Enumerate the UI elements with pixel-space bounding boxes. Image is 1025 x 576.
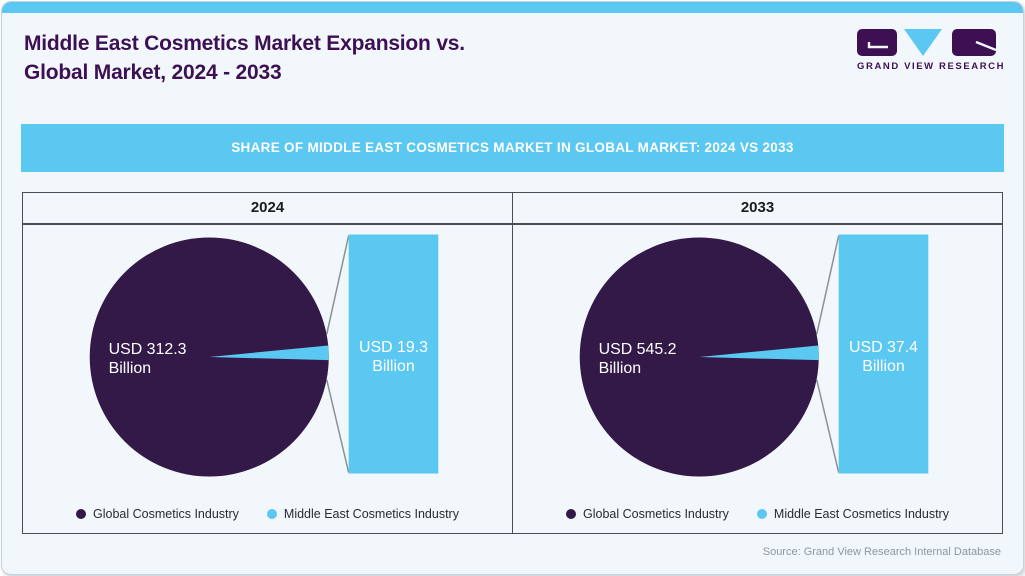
pie-value-label-line2: Billion xyxy=(109,360,151,377)
callout-bar-middle-east xyxy=(348,234,439,474)
legend-item-global: Global Cosmetics Industry xyxy=(76,507,239,521)
callout-line-top xyxy=(816,235,840,335)
legend-label-middle-east: Middle East Cosmetics Industry xyxy=(773,507,949,521)
legend-label-global: Global Cosmetics Industry xyxy=(93,507,239,521)
chart-panel-2033: USD 545.2 Billion USD 37.4 Billion Globa… xyxy=(512,225,1002,533)
logo-r-block xyxy=(952,29,996,56)
top-accent-strip xyxy=(2,2,1023,13)
legend-swatch-middle-east-icon xyxy=(266,509,277,519)
logo-wordmark: GRAND VIEW RESEARCH xyxy=(857,61,1006,72)
subtitle-banner: SHARE OF MIDDLE EAST COSMETICS MARKET IN… xyxy=(21,124,1004,172)
callout-line-top xyxy=(326,235,350,335)
comparison-table: 2024 2033 USD 312.3 Billion USD 19.3 Bil… xyxy=(22,192,1003,534)
logo-r-glyph xyxy=(975,40,997,52)
logo-g-glyph xyxy=(867,42,888,49)
legend-item-middle-east: Middle East Cosmetics Industry xyxy=(266,507,459,521)
legend-label-global: Global Cosmetics Industry xyxy=(583,507,729,521)
legend-swatch-middle-east-icon xyxy=(756,509,767,519)
callout-line-bottom xyxy=(816,379,840,473)
legend-swatch-global-icon xyxy=(76,509,87,519)
title-line-1: Middle East Cosmetics Market Expansion v… xyxy=(24,32,465,55)
logo-g-block xyxy=(857,29,897,56)
pie-slice-global xyxy=(579,237,819,477)
logo-v-icon xyxy=(904,29,942,56)
bar-of-pie-chart-2033: USD 545.2 Billion USD 37.4 Billion xyxy=(579,234,929,477)
pie-value-label-line2: Billion xyxy=(599,360,641,377)
header-row: Middle East Cosmetics Market Expansion v… xyxy=(2,13,1023,87)
page-title: Middle East Cosmetics Market Expansion v… xyxy=(24,29,857,87)
legend-item-middle-east: Middle East Cosmetics Industry xyxy=(756,507,949,521)
gvr-logo: GRAND VIEW RESEARCH xyxy=(857,29,1006,72)
bar-value-label-line2: Billion xyxy=(862,358,904,375)
bar-value-label-line2: Billion xyxy=(372,358,414,375)
legend-2024: Global Cosmetics Industry Middle East Co… xyxy=(23,507,512,521)
pie-slice-middle-east xyxy=(699,345,819,361)
table-header-row: 2024 2033 xyxy=(23,193,1002,225)
bar-of-pie-chart-2024: USD 312.3 Billion USD 19.3 Billion xyxy=(89,234,439,477)
column-header-2024: 2024 xyxy=(250,199,285,216)
gvr-logo-mark xyxy=(857,29,997,56)
legend-item-global: Global Cosmetics Industry xyxy=(566,507,729,521)
legend-swatch-global-icon xyxy=(566,509,577,519)
source-note: Source: Grand View Research Internal Dat… xyxy=(762,546,1001,558)
pie-slice-global xyxy=(89,237,329,477)
bar-value-label-line1: USD 19.3 xyxy=(359,339,428,356)
bar-value-label-line1: USD 37.4 xyxy=(849,339,918,356)
title-line-2: Global Market, 2024 - 2033 xyxy=(24,61,282,84)
legend-2033: Global Cosmetics Industry Middle East Co… xyxy=(513,507,1002,521)
callout-bar-middle-east xyxy=(838,234,929,474)
pie-value-label-line1: USD 545.2 xyxy=(599,341,677,358)
legend-label-middle-east: Middle East Cosmetics Industry xyxy=(283,507,459,521)
callout-line-bottom xyxy=(326,379,350,473)
pie-value-label-line1: USD 312.3 xyxy=(109,341,187,358)
table-body-row: USD 312.3 Billion USD 19.3 Billion Globa… xyxy=(23,225,1002,533)
chart-panel-2024: USD 312.3 Billion USD 19.3 Billion Globa… xyxy=(23,225,512,533)
column-header-2033: 2033 xyxy=(512,193,1002,223)
pie-slice-middle-east xyxy=(209,345,329,361)
